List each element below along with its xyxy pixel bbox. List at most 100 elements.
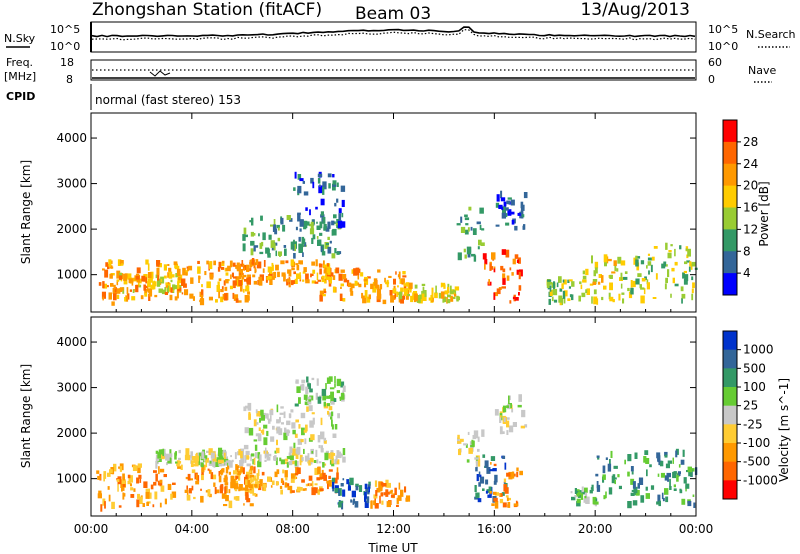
heatmap-cell [567, 298, 571, 301]
heatmap-cell [130, 494, 135, 498]
heatmap-cell [98, 282, 102, 286]
heatmap-cell [669, 478, 671, 487]
heatmap-cell [235, 265, 238, 269]
heatmap-cell [339, 396, 343, 399]
heatmap-cell [475, 460, 478, 468]
heatmap-cell [325, 383, 327, 390]
heatmap-cell [602, 474, 606, 480]
heatmap-cell [157, 480, 160, 486]
heatmap-cell [491, 252, 496, 260]
heatmap-cell [481, 429, 485, 437]
heatmap-cell [667, 479, 670, 482]
heatmap-cell [659, 460, 664, 467]
heatmap-cell [102, 296, 104, 301]
heatmap-cell [647, 253, 650, 256]
heatmap-cell [316, 225, 321, 230]
heatmap-cell [467, 227, 470, 232]
heatmap-cell [294, 433, 298, 438]
heatmap-cell [385, 281, 390, 285]
heatmap-cell [350, 291, 354, 296]
heatmap-cell [386, 501, 391, 508]
heatmap-cell [628, 291, 633, 299]
heatmap-cell [342, 448, 346, 456]
heatmap-cell [107, 263, 110, 270]
heatmap-cell [224, 453, 226, 460]
heatmap-cell [367, 276, 371, 279]
heatmap-cell [168, 267, 172, 272]
heatmap-cell [563, 295, 566, 304]
heatmap-cell [147, 281, 150, 288]
heatmap-cell [478, 239, 482, 246]
heatmap-cell [254, 267, 257, 274]
heatmap-cell [218, 475, 222, 483]
heatmap-cell [319, 488, 324, 492]
heatmap-cell [280, 489, 283, 495]
heatmap-cell [333, 221, 336, 224]
heatmap-cell [329, 395, 332, 399]
heatmap-cell [235, 476, 239, 479]
heatmap-cell [248, 277, 251, 285]
heatmap-cell [400, 287, 404, 292]
heatmap-cell [499, 426, 503, 435]
heatmap-cell [160, 279, 163, 282]
heatmap-cell [435, 285, 437, 294]
heatmap-cell [505, 249, 510, 258]
heatmap-cell [315, 206, 318, 210]
heatmap-cell [225, 474, 228, 480]
heatmap-cell [422, 286, 425, 295]
heatmap-cell [374, 480, 378, 487]
heatmap-cell [137, 463, 142, 468]
heatmap-cell [201, 289, 204, 297]
heatmap-cell [348, 282, 352, 288]
heatmap-cell [320, 431, 325, 440]
heatmap-cell [400, 295, 404, 304]
heatmap-cell [266, 430, 269, 437]
heatmap-cell [421, 283, 426, 286]
heatmap-cell [596, 484, 601, 492]
heatmap-cell [310, 458, 313, 462]
heatmap-cell [126, 287, 129, 295]
heatmap-cell [97, 475, 101, 480]
heatmap-cell [678, 464, 681, 468]
heatmap-cell [403, 285, 407, 289]
heatmap-cell [136, 477, 140, 484]
heatmap-cell [419, 294, 424, 302]
heatmap-cell [340, 269, 345, 273]
heatmap-cell [200, 488, 202, 491]
heatmap-cell [457, 252, 462, 261]
heatmap-cell [473, 255, 477, 262]
heatmap-cell [632, 280, 636, 288]
heatmap-cell [367, 491, 370, 495]
heatmap-cell [681, 298, 683, 304]
heatmap-cell [682, 449, 685, 457]
heatmap-cell [450, 297, 454, 302]
heatmap-cell [597, 281, 601, 285]
heatmap-cell [283, 411, 286, 419]
heatmap-cell [307, 383, 311, 390]
heatmap-cell [116, 288, 121, 294]
y-tick-label: 4000 [56, 335, 87, 349]
heatmap-cell [116, 294, 120, 299]
heatmap-cell [305, 402, 309, 406]
heatmap-cell [657, 458, 661, 463]
heatmap-cell [324, 440, 327, 444]
heatmap-cell [303, 191, 309, 196]
heatmap-cell [295, 263, 299, 266]
heatmap-cell [361, 292, 364, 299]
heatmap-cell [459, 438, 464, 442]
heatmap-cell [296, 467, 301, 474]
heatmap-cell [119, 466, 122, 472]
heatmap-cell [132, 277, 137, 282]
heatmap-cell [172, 285, 175, 293]
heatmap-cell [567, 279, 570, 283]
heatmap-cell [494, 409, 499, 416]
heatmap-cell [691, 288, 694, 294]
heatmap-cell [302, 488, 306, 491]
velocity-cells [96, 376, 698, 512]
heatmap-cell [322, 294, 326, 297]
heatmap-cell [326, 377, 331, 384]
heatmap-cell [116, 270, 121, 279]
heatmap-cell [296, 446, 301, 455]
